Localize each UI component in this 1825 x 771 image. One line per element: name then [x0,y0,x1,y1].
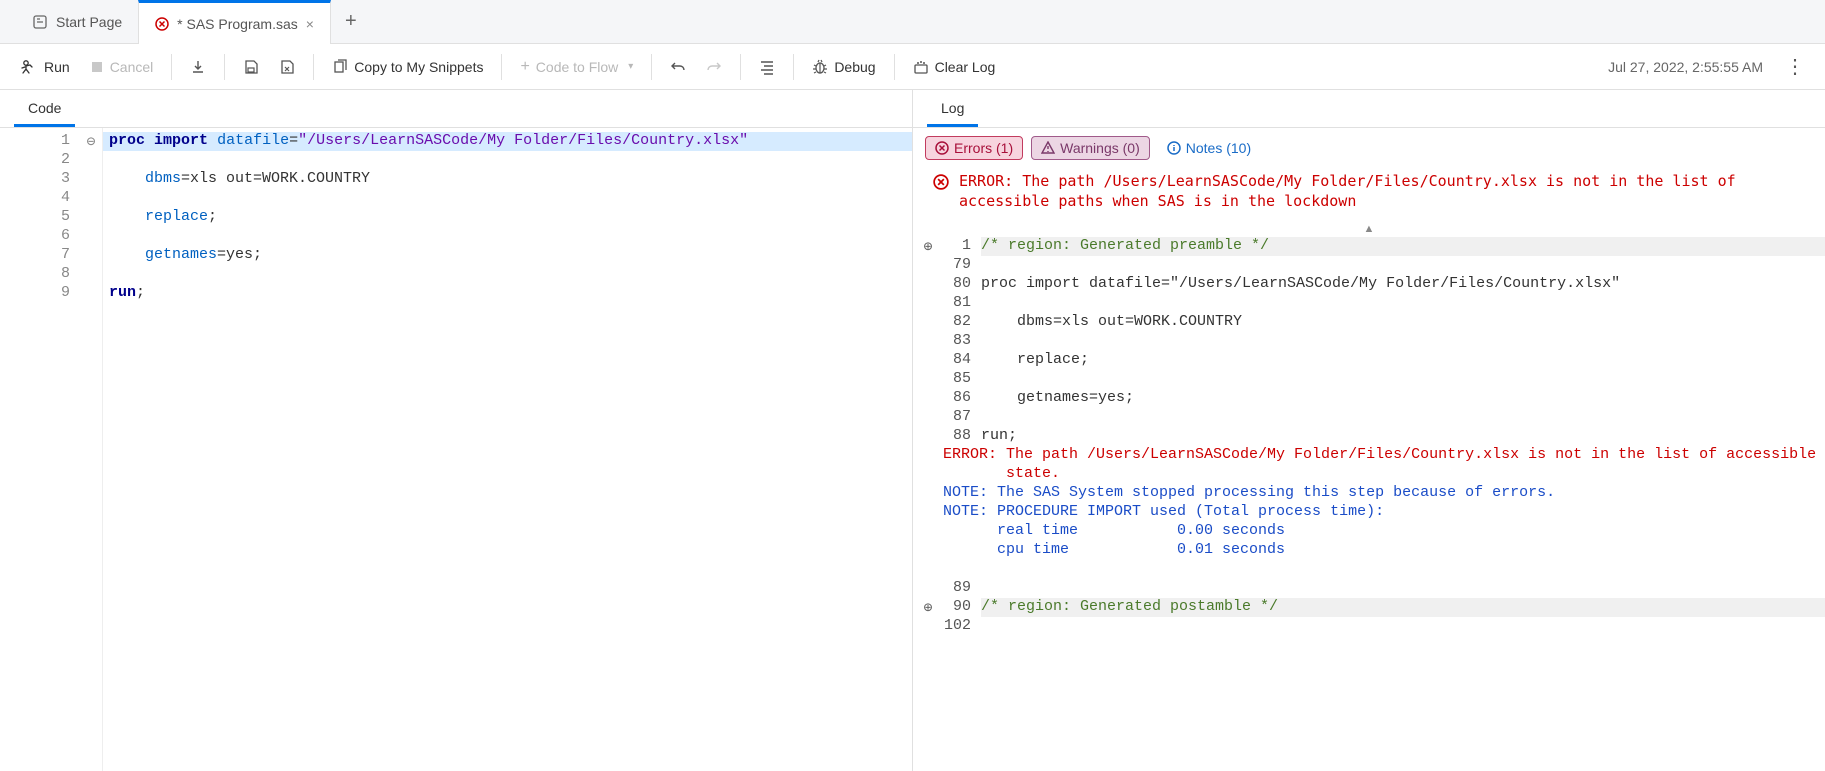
pane-tabs: Code [0,90,912,128]
code-line[interactable]: replace; [103,208,912,227]
overflow-menu-button[interactable]: ⋮ [1777,54,1813,79]
tab-bar: Start Page * SAS Program.sas × + [0,0,1825,44]
expand-icon[interactable]: ⊕ [913,237,943,256]
warnings-badge[interactable]: Warnings (0) [1031,136,1150,160]
format-icon [759,59,775,75]
clear-icon [913,59,929,75]
error-icon [933,174,949,190]
cancel-label: Cancel [110,59,154,75]
redo-icon [706,59,722,75]
error-text: ERROR: The path /Users/LearnSASCode/My F… [959,172,1813,211]
undo-button[interactable] [662,55,694,79]
expand-icon[interactable]: ⊕ [913,598,943,617]
code-line[interactable] [103,265,912,284]
error-summary: ERROR: The path /Users/LearnSASCode/My F… [913,168,1825,223]
separator [651,54,652,80]
notes-badge[interactable]: Notes (10) [1158,137,1260,159]
clear-log-label: Clear Log [935,59,996,75]
separator [501,54,502,80]
new-tab-button[interactable]: + [331,10,371,33]
log-badges: Errors (1) Warnings (0) Notes (10) [913,128,1825,168]
code-line[interactable] [103,151,912,170]
save-icon [243,59,259,75]
code-line[interactable] [103,227,912,246]
warnings-label: Warnings (0) [1060,140,1140,156]
separator [224,54,225,80]
code-pane: Code 1 2 3 4 5 6 7 8 9 ⊖ proc import dat… [0,90,913,771]
errors-badge[interactable]: Errors (1) [925,136,1023,160]
log-body[interactable]: ⊕1/* region: Generated preamble */ 79 80… [913,237,1825,771]
code-line[interactable]: getnames=yes; [103,246,912,265]
pane-tabs: Log [913,90,1825,128]
error-dot-icon [155,17,169,31]
separator [313,54,314,80]
warning-icon [1041,141,1055,155]
tab-log[interactable]: Log [927,92,978,127]
line-gutter: 1 2 3 4 5 6 7 8 9 [0,128,80,771]
download-button[interactable] [182,55,214,79]
timestamp: Jul 27, 2022, 2:55:55 AM [1608,59,1763,75]
code-editor[interactable]: 1 2 3 4 5 6 7 8 9 ⊖ proc import datafile… [0,128,912,771]
code-to-flow-label: Code to Flow [536,59,618,75]
separator [740,54,741,80]
save-as-button[interactable] [271,55,303,79]
separator [793,54,794,80]
redo-button [698,55,730,79]
code-line[interactable]: proc import datafile="/Users/LearnSASCod… [103,132,912,151]
save-button[interactable] [235,55,267,79]
code-line[interactable]: run; [103,284,912,303]
clear-log-button[interactable]: Clear Log [905,55,1004,79]
download-icon [190,59,206,75]
toolbar: Run Cancel Copy to My Snippets + Code to… [0,44,1825,90]
errors-label: Errors (1) [954,140,1013,156]
separator [894,54,895,80]
code-line[interactable]: dbms=xls out=WORK.COUNTRY [103,170,912,189]
close-icon[interactable]: × [306,16,314,32]
tab-start-page[interactable]: Start Page [16,0,138,44]
copy-snippets-label: Copy to My Snippets [354,59,483,75]
undo-icon [670,59,686,75]
info-icon [1167,141,1181,155]
stop-icon [90,60,104,74]
cancel-button: Cancel [82,55,162,79]
code-to-flow-button: + Code to Flow ▾ [512,54,641,80]
debug-button[interactable]: Debug [804,55,883,79]
run-label: Run [44,59,70,75]
debug-label: Debug [834,59,875,75]
save-as-icon [279,59,295,75]
collapse-caret[interactable]: ▲ [913,223,1825,237]
tab-sas-program[interactable]: * SAS Program.sas × [138,0,331,44]
notes-label: Notes (10) [1186,140,1251,156]
copy-icon [332,59,348,75]
run-button[interactable]: Run [12,54,78,80]
separator [171,54,172,80]
tab-label: Start Page [56,14,122,30]
fold-column: ⊖ [80,128,102,771]
plus-icon: + [520,58,529,76]
fold-toggle[interactable]: ⊖ [80,132,102,151]
log-pane: Log Errors (1) Warnings (0) Notes (10) [913,90,1825,771]
start-page-icon [32,14,48,30]
code-line[interactable] [103,189,912,208]
code-lines[interactable]: proc import datafile="/Users/LearnSASCod… [102,128,912,771]
run-icon [20,58,38,76]
tab-code[interactable]: Code [14,92,75,127]
format-button[interactable] [751,55,783,79]
error-icon [935,141,949,155]
bug-icon [812,59,828,75]
tab-label: * SAS Program.sas [177,16,298,32]
chevron-down-icon: ▾ [628,61,633,72]
copy-snippets-button[interactable]: Copy to My Snippets [324,55,491,79]
